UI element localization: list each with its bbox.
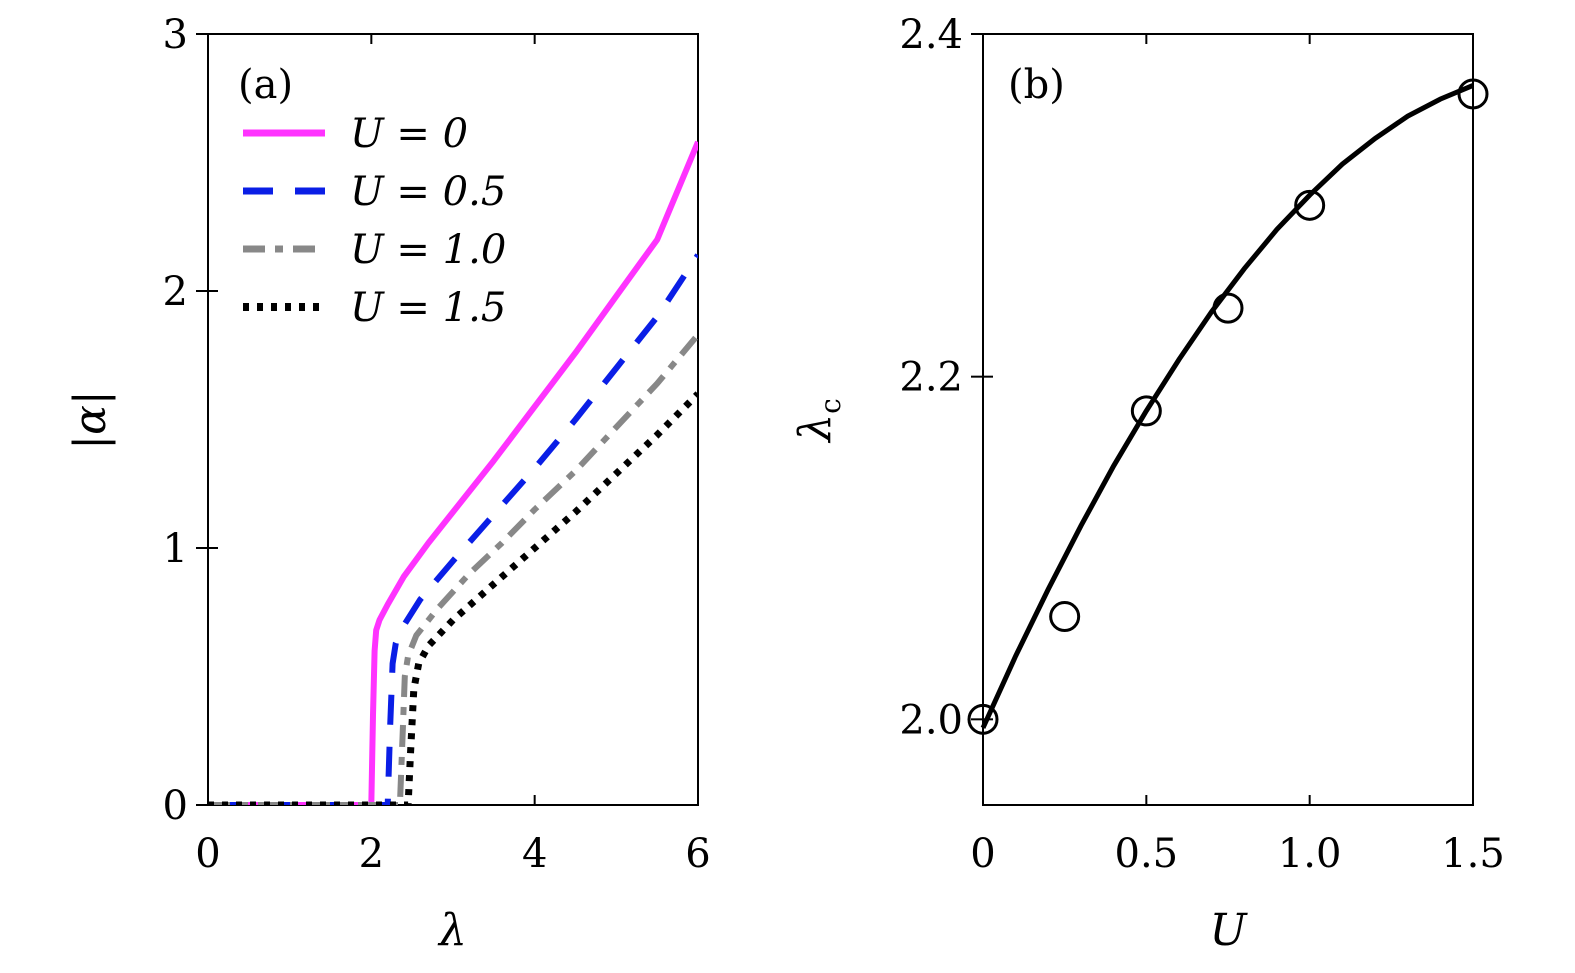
plot-frame-a bbox=[207, 33, 699, 806]
y-tick-label: 2.4 bbox=[899, 12, 963, 58]
y-tick-label: 2 bbox=[163, 269, 188, 315]
y-axis-label-a: |α| bbox=[65, 390, 116, 449]
series-line-2 bbox=[208, 332, 698, 805]
legend-label: U = 0 bbox=[350, 111, 468, 157]
data-point bbox=[967, 703, 999, 735]
x-axis-label-b: U bbox=[1209, 905, 1248, 956]
x-tick-label: 6 bbox=[685, 831, 710, 877]
panel-label-a: (a) bbox=[238, 62, 293, 108]
series-group-a bbox=[208, 140, 698, 805]
panel-b: 0 0.5 1.0 1.5 2.0 2.2 2.4 (b) U λc bbox=[790, 12, 1505, 956]
fit-curve bbox=[980, 83, 1474, 729]
y-tick-label: 2.2 bbox=[899, 355, 963, 401]
y-axis-label-b: λc bbox=[790, 398, 847, 444]
plot-frame-b bbox=[982, 33, 1474, 806]
data-point bbox=[1049, 601, 1081, 633]
data-point bbox=[1294, 189, 1326, 221]
data-point bbox=[1130, 395, 1162, 427]
data-point bbox=[1212, 292, 1244, 324]
y-tick-label: 2.0 bbox=[899, 697, 963, 743]
series-line-3 bbox=[208, 391, 698, 805]
legend-label: U = 1.0 bbox=[350, 227, 506, 273]
x-tick-label: 0.5 bbox=[1115, 831, 1179, 877]
data-points-group bbox=[967, 78, 1489, 735]
ticks-a: 0 2 4 6 0 1 2 3 bbox=[163, 12, 711, 877]
x-axis-label-a: λ bbox=[437, 905, 467, 956]
fit-curve-group bbox=[980, 83, 1474, 729]
x-tick-label: 0 bbox=[195, 831, 220, 877]
x-tick-label: 1.0 bbox=[1278, 831, 1342, 877]
y-tick-label: 3 bbox=[163, 12, 188, 58]
series-line-0 bbox=[208, 140, 698, 805]
ticks-b: 0 0.5 1.0 1.5 2.0 2.2 2.4 bbox=[899, 12, 1504, 877]
x-tick-label: 4 bbox=[522, 831, 547, 877]
x-tick-label: 1.5 bbox=[1441, 831, 1505, 877]
legend-a: U = 0 U = 0.5 U = 1.0 U = 1.5 bbox=[243, 111, 506, 331]
panel-label-b: (b) bbox=[1008, 62, 1065, 108]
data-point bbox=[1457, 78, 1489, 110]
x-tick-label: 0 bbox=[970, 831, 995, 877]
legend-label: U = 1.5 bbox=[350, 285, 506, 331]
y-tick-label: 1 bbox=[163, 526, 188, 572]
y-tick-label: 0 bbox=[163, 783, 188, 829]
x-tick-label: 2 bbox=[359, 831, 384, 877]
y-axis-label-b-sub: c bbox=[814, 398, 847, 414]
series-line-1 bbox=[208, 253, 698, 805]
legend-label: U = 0.5 bbox=[350, 169, 506, 215]
y-axis-label-b-main: λ bbox=[790, 414, 841, 444]
